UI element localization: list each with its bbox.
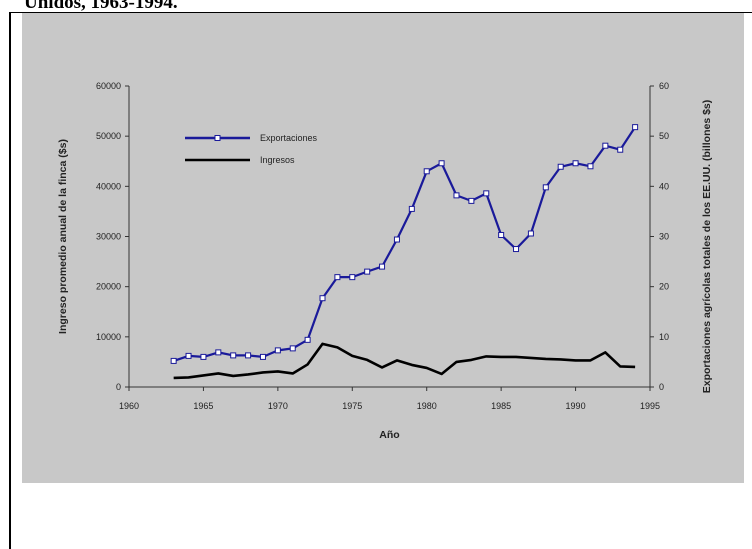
header-caption-text: Unidos, 1963-1994.	[24, 0, 178, 13]
series-point-exportaciones	[438, 160, 445, 167]
y-right-tick-label: 40	[659, 181, 669, 191]
series-point-exportaciones	[513, 246, 520, 253]
x-tick-label: 1970	[268, 401, 288, 411]
chart-svg: 1960 1965 1970 1975 1980 1985 1990 1995 0 10000 20…	[57, 81, 713, 441]
series-point-exportaciones	[259, 353, 266, 360]
y-right-tick-label: 30	[659, 232, 669, 242]
series-point-exportaciones	[602, 142, 609, 149]
series-point-exportaciones	[393, 236, 400, 243]
series-point-exportaciones	[289, 345, 296, 352]
series-point-exportaciones	[319, 295, 326, 302]
y-axis-right-title: Exportaciones agrícolas totales de los E…	[701, 100, 713, 394]
series-point-exportaciones	[453, 192, 460, 199]
series-point-exportaciones	[557, 163, 564, 170]
series-point-exportaciones	[498, 231, 505, 238]
series-point-exportaciones	[587, 163, 594, 170]
legend-marker-exportaciones	[214, 135, 221, 141]
y-right-tick-label: 10	[659, 332, 669, 342]
series-point-exportaciones	[423, 168, 430, 175]
series-point-exportaciones	[230, 352, 237, 359]
series-point-exportaciones	[483, 190, 490, 197]
series-point-exportaciones	[468, 197, 475, 204]
series-point-exportaciones	[304, 336, 311, 343]
chart-axes	[128, 86, 651, 388]
series-point-exportaciones	[379, 263, 386, 270]
legend-label-exportaciones: Exportaciones	[260, 133, 318, 143]
series-point-exportaciones	[215, 349, 222, 356]
series-point-exportaciones	[527, 230, 534, 237]
y-left-tick-label: 50000	[96, 131, 121, 141]
series-point-exportaciones	[364, 268, 371, 275]
series-point-exportaciones	[200, 353, 207, 360]
x-tick-label: 1985	[491, 401, 511, 411]
y-right-tick-label: 60	[659, 81, 669, 91]
series-point-exportaciones	[334, 274, 341, 281]
x-axis-title: Año	[379, 429, 399, 441]
legend-label-ingresos: Ingresos	[260, 155, 295, 165]
y-axis-left-title: Ingreso promedio anual de la finca ($s)	[57, 139, 69, 334]
y-right-tick-label: 0	[659, 382, 664, 392]
series-point-exportaciones	[274, 347, 281, 354]
series-point-exportaciones	[542, 184, 549, 191]
x-tick-label: 1990	[566, 401, 586, 411]
series-point-exportaciones	[572, 160, 579, 167]
x-tick-label: 1960	[119, 401, 139, 411]
series-point-exportaciones	[170, 357, 177, 364]
series-point-exportaciones	[185, 352, 192, 359]
frame-border-left	[9, 12, 11, 549]
x-tick-label: 1965	[193, 401, 213, 411]
y-left-tick-label: 20000	[96, 282, 121, 292]
x-tick-label: 1995	[640, 401, 660, 411]
series-point-exportaciones	[617, 146, 624, 153]
chart-ticks: 1960 1965 1970 1975 1980 1985 1990 1995 0 10000 20…	[96, 81, 669, 411]
series-point-exportaciones	[245, 352, 252, 359]
y-left-tick-label: 60000	[96, 81, 121, 91]
series-line-ingresos	[173, 342, 636, 380]
y-right-tick-label: 50	[659, 131, 669, 141]
y-left-tick-label: 10000	[96, 332, 121, 342]
chart-series	[170, 124, 639, 380]
series-point-exportaciones	[349, 274, 356, 281]
series-point-exportaciones	[632, 124, 639, 131]
chart-panel: 1960 1965 1970 1975 1980 1985 1990 1995 0 10000 20…	[22, 13, 744, 483]
y-left-tick-label: 30000	[96, 232, 121, 242]
x-tick-label: 1980	[417, 401, 437, 411]
frame-border-top	[9, 12, 752, 13]
y-left-tick-label: 0	[116, 382, 121, 392]
series-point-exportaciones	[408, 205, 415, 212]
x-tick-label: 1975	[342, 401, 362, 411]
y-right-tick-label: 20	[659, 282, 669, 292]
chart-legend: Exportaciones Ingresos	[185, 133, 318, 165]
series-line-exportaciones	[173, 126, 637, 362]
y-left-tick-label: 40000	[96, 181, 121, 191]
